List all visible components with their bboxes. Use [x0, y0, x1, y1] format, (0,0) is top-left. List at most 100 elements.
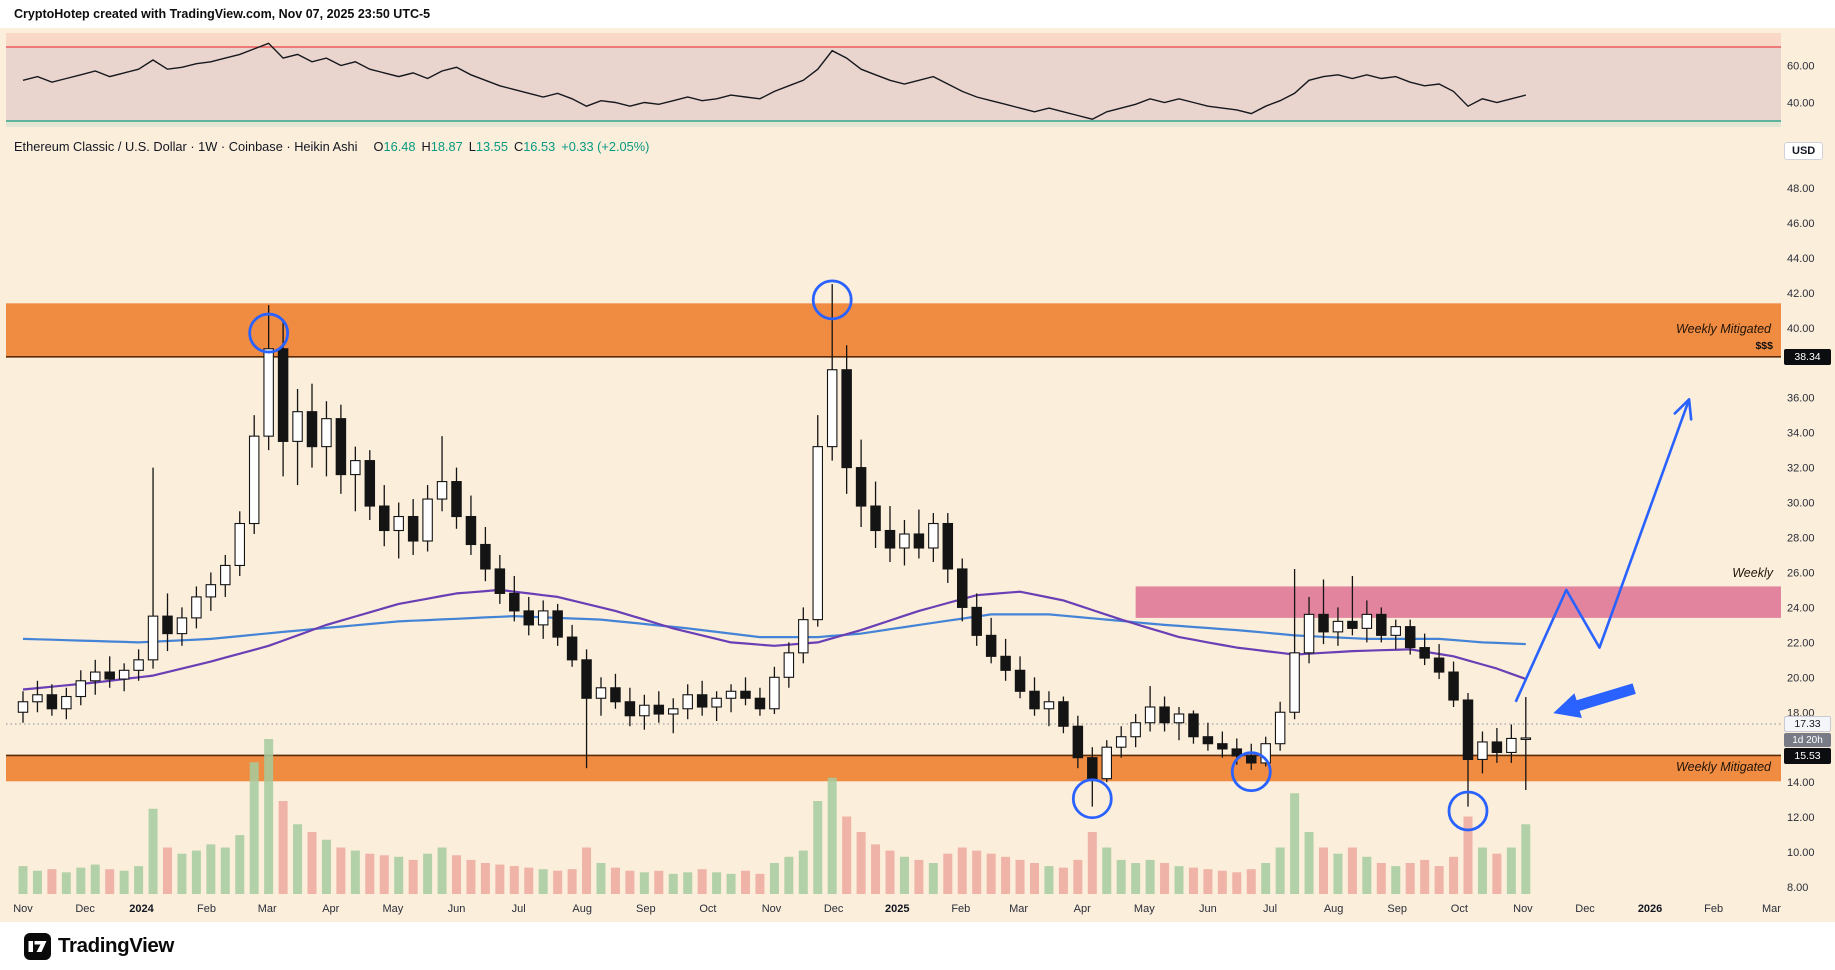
volume-bar [148, 808, 158, 894]
projection-line [1514, 398, 1691, 703]
time-axis-tick: Feb [951, 903, 970, 915]
volume-bar [596, 863, 606, 894]
volume-bar [1102, 847, 1112, 894]
time-axis[interactable]: Nov Dec 2024 Feb Mar Apr May Jun Jul Aug Sep Oct Nov… [13, 903, 1781, 915]
demand-zone-label: Weekly Mitigated [1676, 760, 1771, 774]
projection-arrowhead [1673, 398, 1691, 415]
candle-body [451, 481, 462, 518]
candle-body [1289, 652, 1300, 713]
ohlc-key: C [513, 139, 524, 154]
candle-body [1462, 699, 1474, 760]
price-axis-tick: 48.00 [1787, 183, 1815, 195]
tradingview-logo-icon[interactable] [24, 932, 51, 960]
price-axis-tick: 30.00 [1787, 498, 1815, 510]
highlight-circle [811, 279, 853, 321]
volume-bar [1160, 863, 1170, 894]
candle-body [1477, 741, 1488, 760]
candle-body [855, 467, 867, 507]
volume-bar [1347, 847, 1357, 894]
volume-bar [1405, 863, 1415, 894]
time-axis-tick: Mar [1762, 903, 1781, 915]
volume-bar [163, 847, 172, 894]
candle-body [335, 418, 347, 476]
volume-bar [928, 863, 938, 894]
candle-body [1318, 613, 1329, 633]
candle-body [61, 695, 72, 710]
volume-bar [1203, 869, 1213, 894]
currency-toggle[interactable]: USD [1784, 142, 1824, 160]
symbol-info-row[interactable]: Ethereum Classic / U.S. Dollar · 1W · Co… [14, 139, 649, 154]
volume-bar [1420, 859, 1430, 894]
volume-bar [639, 872, 649, 894]
tradingview-wordmark[interactable]: TradingView [58, 934, 174, 957]
candle-body [1115, 736, 1127, 748]
candle-body [393, 515, 404, 532]
time-axis-tick: Mar [1009, 903, 1028, 915]
volume-bar [495, 864, 505, 894]
candle-body [971, 606, 982, 636]
volume-bar [76, 867, 86, 894]
price-axis-tick: 36.00 [1787, 393, 1815, 405]
volume-bar [813, 801, 823, 894]
time-axis-tick: Jun [1199, 903, 1217, 915]
volume-bar [32, 870, 42, 894]
time-axis-tick: 2024 [129, 903, 154, 915]
attribution-bar: CryptoHotep created with TradingView.com… [0, 0, 1835, 28]
volume-bar [394, 856, 404, 894]
candle-body [826, 369, 838, 448]
volume-bar [524, 867, 534, 894]
volume-bar [1015, 859, 1025, 894]
candle-body [610, 687, 621, 703]
volume-bar [379, 855, 389, 894]
candle-body [480, 543, 491, 570]
candle-series [17, 284, 1532, 807]
volume-bar [741, 870, 750, 894]
volume-bar [1145, 859, 1155, 894]
candle-body [566, 636, 578, 661]
candle-body [1347, 620, 1358, 629]
candle-body [798, 619, 809, 654]
time-axis-tick: 2025 [885, 903, 909, 915]
candle-body [509, 592, 520, 612]
ohlc-key: O [373, 139, 384, 154]
rsi-axis-tick: 60.00 [1787, 61, 1815, 73]
volume-bar [220, 847, 230, 894]
volume-bar [350, 850, 360, 894]
candle-body [696, 694, 708, 708]
price-axis[interactable]: 48.00 46.00 44.00 42.00 40.00 36.00 34.00 32.00… [1787, 183, 1815, 894]
volume-bar [842, 816, 852, 894]
time-axis-tick: May [383, 903, 404, 915]
time-axis-tick: Oct [699, 903, 716, 915]
ohlc-key: L [468, 139, 476, 154]
time-axis-tick: May [1134, 903, 1155, 915]
candle-body [653, 704, 665, 715]
candle-body [884, 529, 896, 549]
candle-body [1130, 722, 1141, 738]
volume-bar [1116, 859, 1126, 894]
supply-zone-label: Weekly Mitigated [1676, 322, 1771, 336]
volume-bar [668, 873, 678, 894]
candle-body [1000, 655, 1011, 671]
rsi-axis-tick: 40.00 [1787, 98, 1815, 110]
countdown-timer-badge: 1d 20h [1784, 733, 1831, 747]
candle-body [985, 634, 997, 657]
price-axis-tick: 24.00 [1787, 602, 1815, 614]
candle-body [46, 694, 58, 710]
candle-body [306, 411, 318, 448]
time-axis-tick: Nov [762, 903, 782, 915]
price-axis-tick: 44.00 [1787, 253, 1815, 265]
volume-bar [235, 835, 245, 894]
time-axis-tick: Sep [1387, 903, 1407, 915]
volume-bar [1376, 863, 1386, 894]
candle-body [147, 615, 159, 661]
volume-bar [1449, 856, 1459, 894]
candle-body [1376, 613, 1387, 636]
volume-bar [47, 869, 57, 894]
volume-bar [798, 850, 808, 894]
price-axis-tick: 34.00 [1787, 428, 1815, 440]
time-axis-tick: Nov [1513, 903, 1533, 915]
ma-purple-line [22, 588, 1527, 691]
candle-body [220, 564, 231, 586]
candle-body [407, 515, 419, 542]
